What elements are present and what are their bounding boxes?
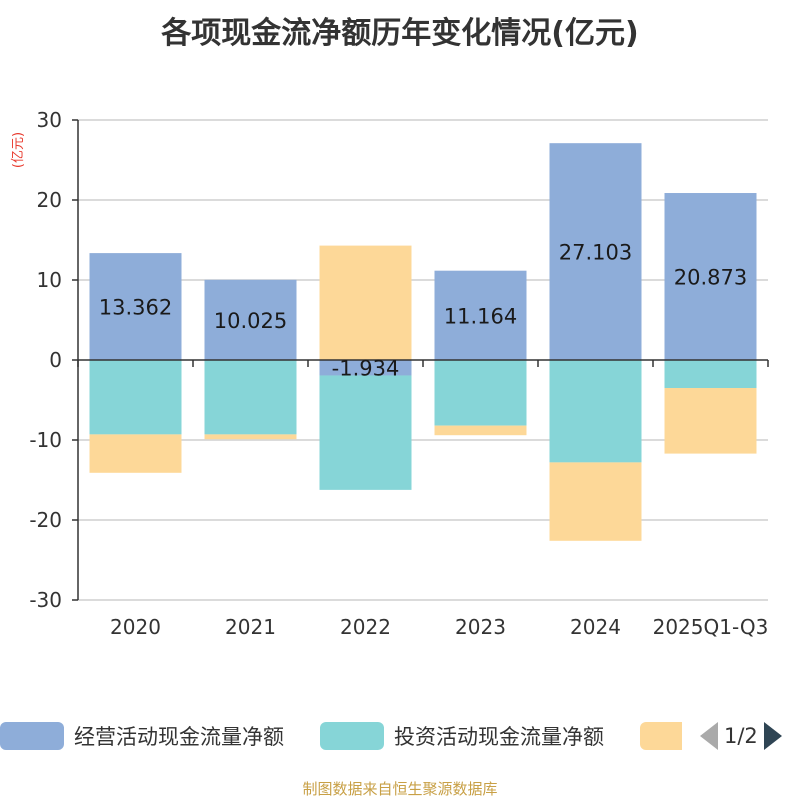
gridlines bbox=[78, 119, 768, 601]
data-label-operating: 13.362 bbox=[99, 296, 172, 320]
legend-page-indicator: 1/2 bbox=[724, 724, 758, 748]
bar-2025Q1-Q3-series-2[interactable] bbox=[664, 388, 757, 454]
bar-2025Q1-Q3-series-1[interactable] bbox=[664, 360, 757, 388]
legend-prev-page-icon[interactable] bbox=[700, 722, 718, 750]
legend-swatch-operating bbox=[0, 722, 64, 750]
legend-swatch-investing bbox=[320, 722, 384, 750]
y-tick-label: -20 bbox=[29, 508, 62, 532]
legend-item-investing[interactable]: 投资活动现金流量净额 bbox=[320, 716, 604, 756]
data-label-operating: 11.164 bbox=[444, 304, 517, 328]
data-labels: 13.362 10.025 -1.934 11.164 27.103 20.873 bbox=[99, 241, 747, 381]
data-label-operating: 20.873 bbox=[674, 266, 747, 290]
bar-2023-series-0[interactable] bbox=[434, 270, 527, 360]
y-tick-label: -30 bbox=[29, 588, 62, 612]
x-tick-label: 2025Q1-Q3 bbox=[653, 615, 769, 639]
bar-2022-series-0[interactable] bbox=[319, 360, 412, 376]
y-tick-label: 0 bbox=[49, 348, 62, 372]
legend-item-operating[interactable]: 经营活动现金流量净额 bbox=[0, 716, 284, 756]
legend: 经营活动现金流量净额 投资活动现金流量净额 bbox=[0, 716, 800, 756]
y-axis-unit-label: (亿元) bbox=[11, 132, 26, 168]
data-label-operating: -1.934 bbox=[332, 357, 400, 381]
bar-2021-series-2[interactable] bbox=[204, 434, 297, 440]
legend-item-financing[interactable] bbox=[640, 716, 692, 756]
bar-2023-series-1[interactable] bbox=[434, 360, 527, 426]
legend-pager: 1/2 bbox=[700, 716, 782, 756]
bar-2020-series-1[interactable] bbox=[89, 360, 182, 435]
y-tick-label: 30 bbox=[37, 108, 62, 132]
data-label-operating: 27.103 bbox=[559, 241, 632, 265]
bar-2020-series-2[interactable] bbox=[89, 434, 182, 473]
bar-2022-series-1[interactable] bbox=[319, 375, 412, 490]
bar-2024-series-0[interactable] bbox=[549, 143, 642, 360]
axes: 30 20 10 0 -10 -20 -30 2020 2021 2022 2023 2024 2025… bbox=[29, 108, 769, 639]
bar-2025Q1-Q3-series-0[interactable] bbox=[664, 193, 757, 360]
x-tick-label: 2021 bbox=[225, 615, 276, 639]
bar-2023-series-2[interactable] bbox=[434, 425, 527, 436]
bar-2024-series-2[interactable] bbox=[549, 462, 642, 541]
y-tick-label: 10 bbox=[37, 268, 62, 292]
bar-2020-series-0[interactable] bbox=[89, 253, 182, 360]
legend-label-operating: 经营活动现金流量净额 bbox=[74, 725, 284, 749]
y-tick-label: 20 bbox=[37, 188, 62, 212]
bar-2021-series-0[interactable] bbox=[204, 279, 297, 360]
x-tick-label: 2023 bbox=[455, 615, 506, 639]
x-tick-label: 2020 bbox=[110, 615, 161, 639]
data-label-operating: 10.025 bbox=[214, 309, 287, 333]
x-tick-label: 2024 bbox=[570, 615, 621, 639]
bar-marks bbox=[89, 143, 757, 541]
y-tick-label: -10 bbox=[29, 428, 62, 452]
bar-2021-series-1[interactable] bbox=[204, 360, 297, 435]
legend-label-investing: 投资活动现金流量净额 bbox=[394, 725, 604, 749]
chart-title: 各项现金流净额历年变化情况(亿元) bbox=[161, 16, 639, 51]
legend-next-page-icon[interactable] bbox=[763, 722, 782, 750]
legend-swatch-financing bbox=[640, 722, 682, 750]
x-tick-label: 2022 bbox=[340, 615, 391, 639]
data-source-note: 制图数据来自恒生聚源数据库 bbox=[302, 780, 498, 798]
bar-2022-series-2[interactable] bbox=[319, 245, 412, 360]
bar-2024-series-1[interactable] bbox=[549, 360, 642, 463]
